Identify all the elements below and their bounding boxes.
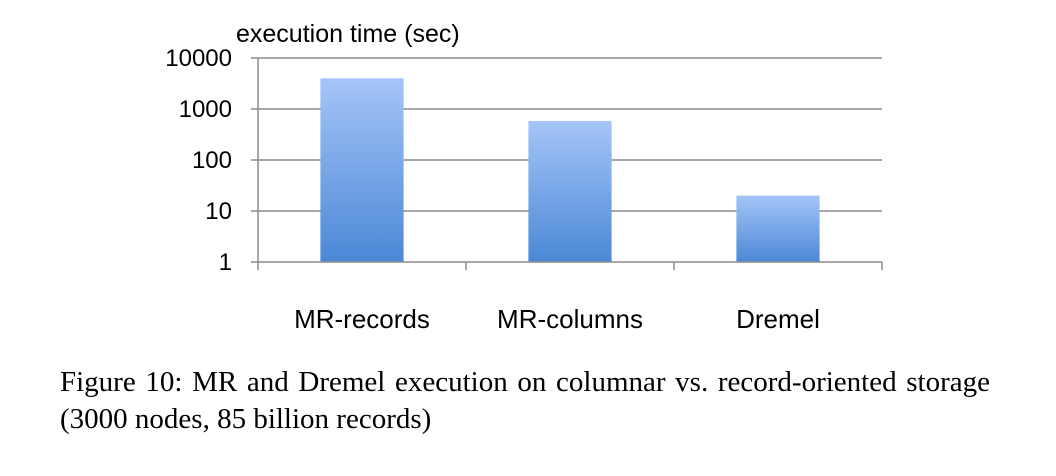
figure-caption: Figure 10: MR and Dremel execution on co…: [60, 366, 990, 435]
y-tick-label: 1: [219, 249, 232, 276]
x-category-label: Dremel: [736, 304, 820, 334]
bar-mr-columns: [528, 121, 612, 262]
x-category-labels: MR-records MR-columns Dremel: [294, 304, 820, 334]
bar-dremel: [736, 195, 820, 262]
y-tick-labels: 1 10 100 1000 10000: [165, 45, 232, 276]
bar-chart: execution time (sec) 1 10 100 1000 10000 MR-…: [165, 20, 883, 334]
y-tick-label: 10: [205, 198, 232, 225]
chart-title: execution time (sec): [236, 20, 460, 48]
y-tick-label: 10000: [165, 45, 232, 72]
y-tick-label: 100: [192, 147, 232, 174]
bar-mr-records: [320, 78, 404, 262]
x-category-label: MR-records: [294, 304, 430, 334]
axes: [251, 57, 883, 270]
bars: [320, 78, 820, 262]
y-tick-label: 1000: [179, 96, 232, 123]
x-category-label: MR-columns: [497, 304, 643, 334]
